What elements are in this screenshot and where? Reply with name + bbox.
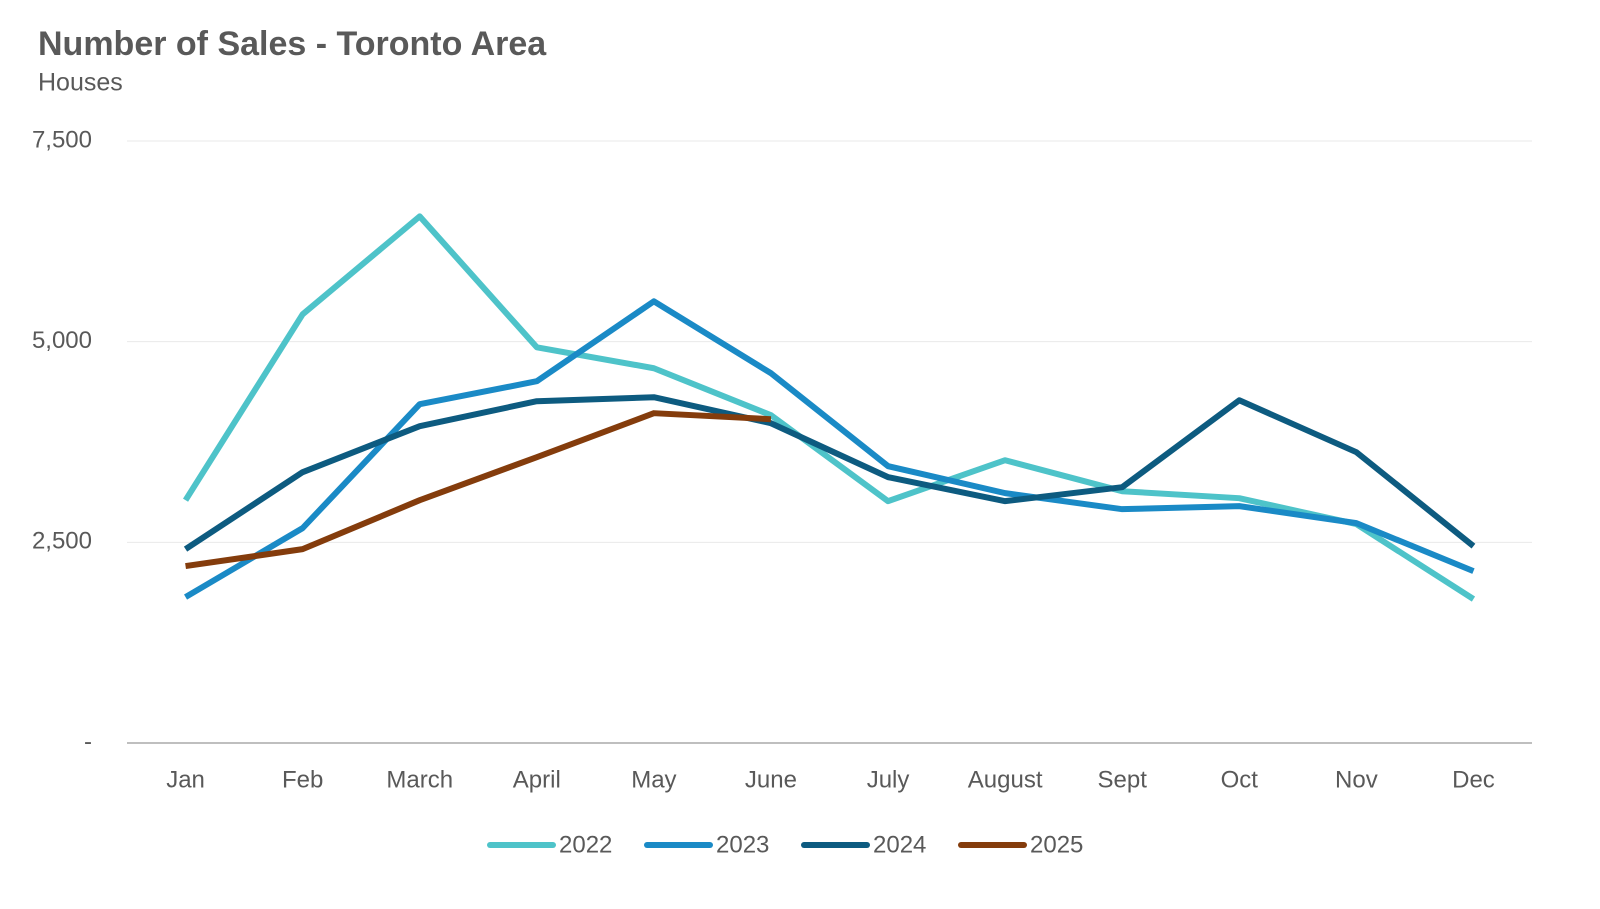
x-tick-label: Oct [1221,766,1259,793]
legend-label: 2023 [716,831,769,858]
x-tick-label: Feb [282,766,323,793]
legend-label: 2024 [873,831,926,858]
series-line [183,394,1476,552]
series-line [185,410,772,570]
series-line [184,298,1475,600]
x-tick-label: Nov [1335,766,1378,793]
x-tick-label: August [968,766,1043,793]
x-tick-label: Sept [1098,766,1148,793]
x-tick-label: Jan [166,766,205,793]
y-tick-label: 2,500 [32,528,92,555]
y-tick-label: - [84,728,92,755]
series-line [183,213,1476,602]
x-tick-label: April [513,766,561,793]
x-tick-label: June [745,766,797,793]
chart-subtitle: Houses [38,69,123,97]
x-tick-label: March [386,766,453,793]
chart-title: Number of Sales - Toronto Area [38,25,547,63]
legend-label: 2022 [559,831,612,858]
x-tick-label: July [867,766,910,793]
y-tick-label: 7,500 [32,126,92,153]
x-tick-label: Dec [1452,766,1495,793]
legend-label: 2025 [1030,831,1083,858]
x-tick-label: May [631,766,676,793]
y-tick-label: 5,000 [32,327,92,354]
